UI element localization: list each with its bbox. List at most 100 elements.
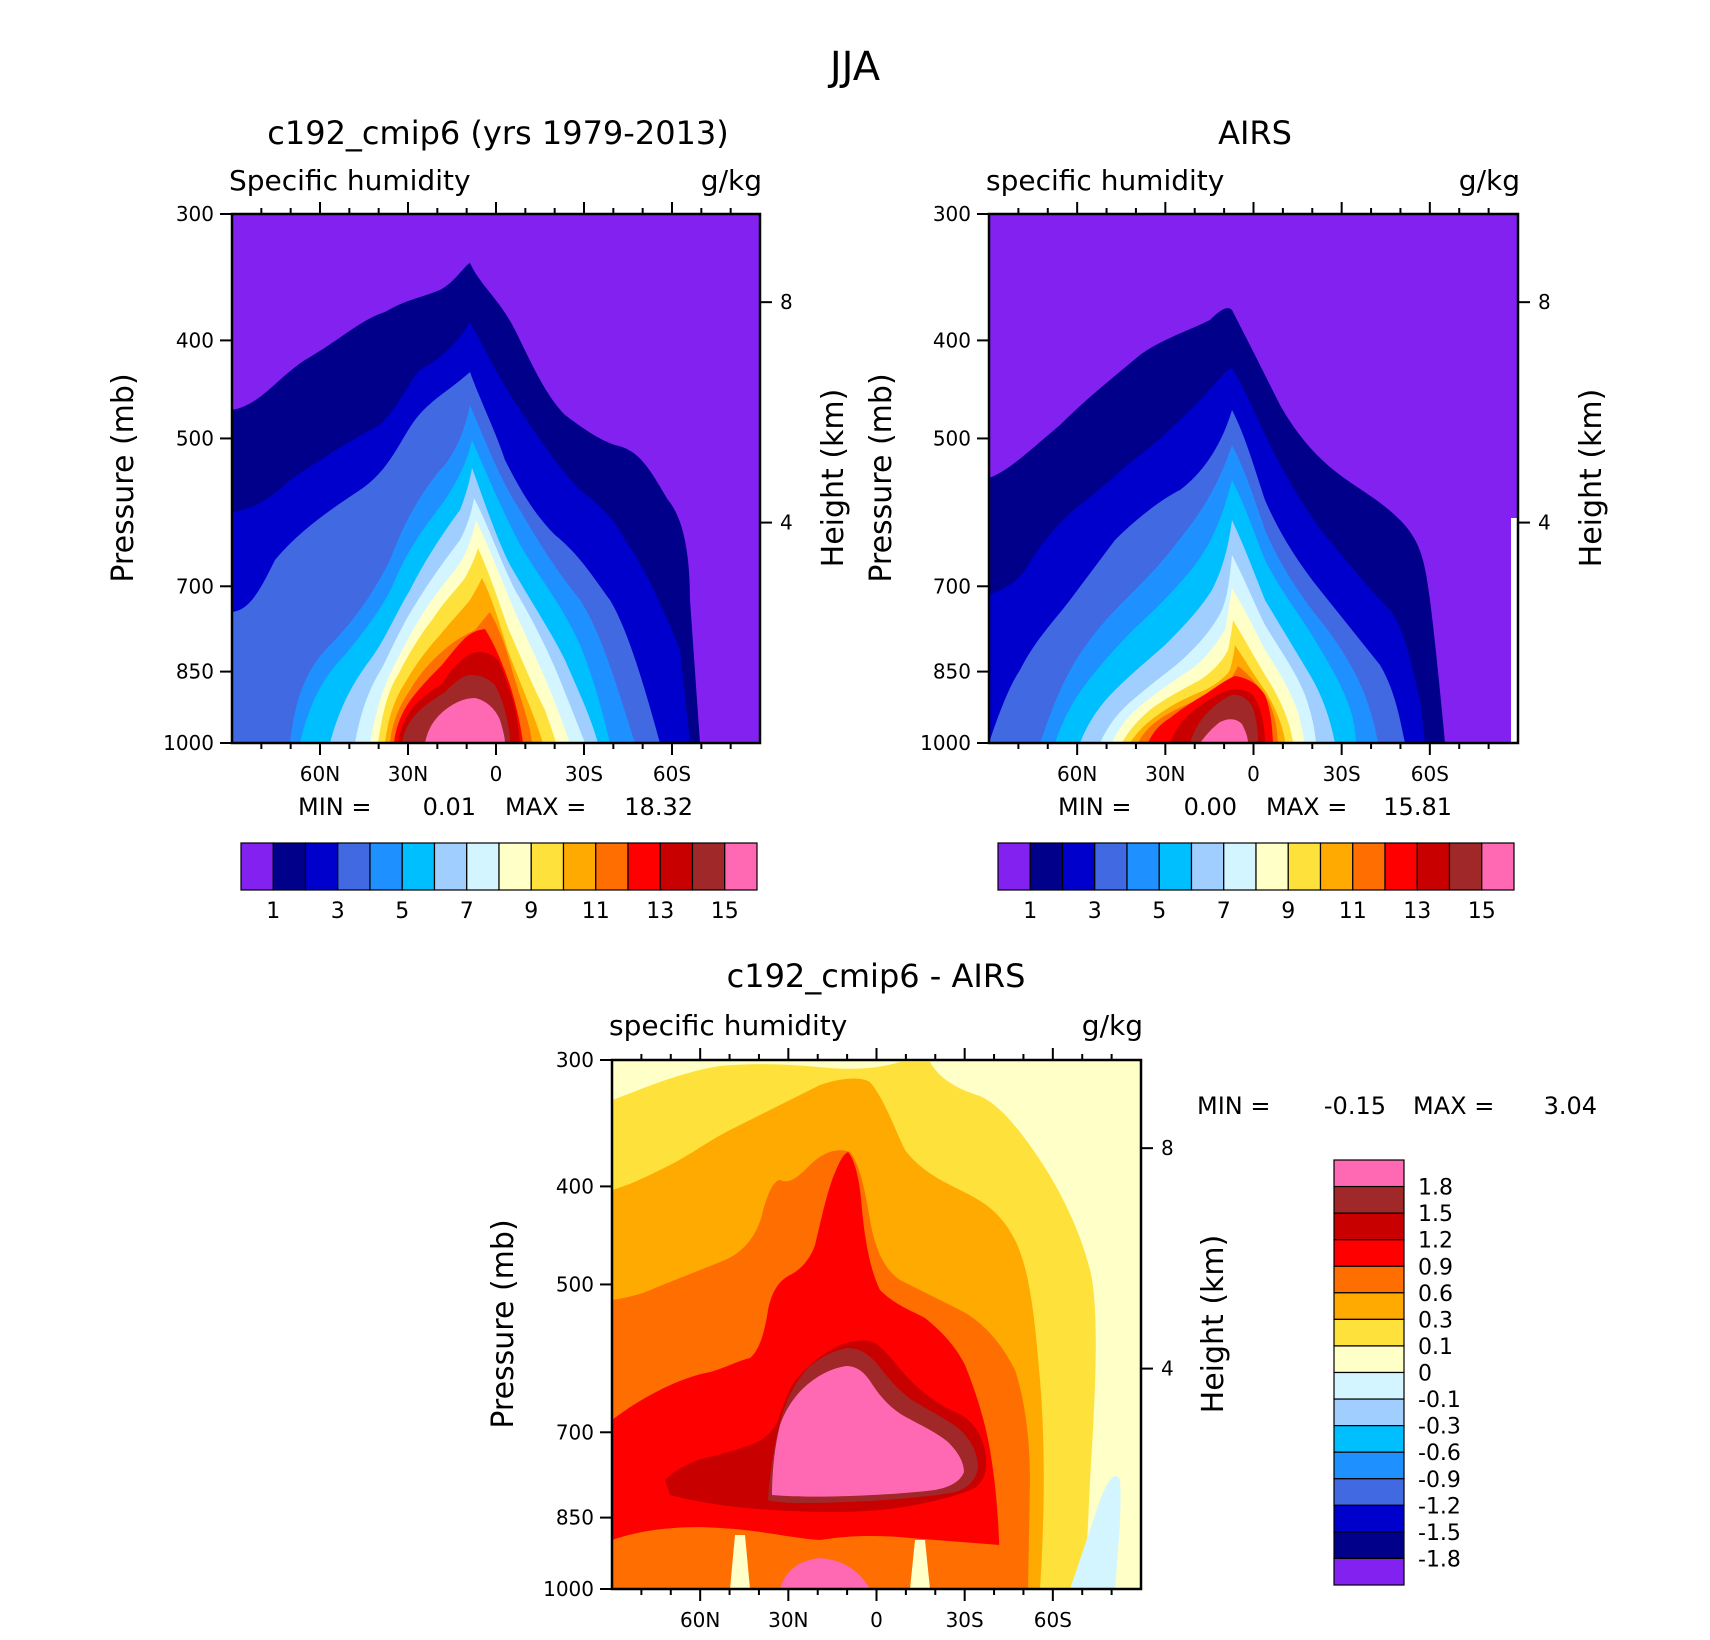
colorbar-swatch bbox=[272, 842, 307, 891]
colorbar-label: 1 bbox=[266, 899, 280, 924]
colorbar-swatch bbox=[1384, 842, 1418, 891]
colorbar-label: 0.1 bbox=[1418, 1335, 1453, 1360]
panel-airs-max-label: MAX = bbox=[1266, 793, 1347, 821]
colorbar-label: -0.6 bbox=[1418, 1441, 1461, 1466]
panel-model-top-ticks bbox=[260, 202, 732, 214]
panel-diff-ylabel: Pressure (mb) bbox=[486, 1219, 521, 1428]
contour-band-10 bbox=[910, 1540, 930, 1589]
panel-airs-min-label: MIN = bbox=[1058, 793, 1131, 821]
colorbar-swatch bbox=[1333, 1345, 1405, 1374]
y-tick-label: 850 bbox=[556, 1506, 594, 1530]
colorbar-label: 15 bbox=[711, 899, 739, 924]
panel-model-title: c192_cmip6 (yrs 1979-2013) bbox=[267, 114, 729, 152]
panel-airs-units: g/kg bbox=[1459, 164, 1520, 197]
colorbar-swatch bbox=[240, 842, 274, 891]
y2-tick-label: 4 bbox=[780, 511, 793, 535]
colorbar-label: 0.3 bbox=[1418, 1308, 1453, 1333]
panel-airs-title: AIRS bbox=[1218, 114, 1292, 152]
panel-diff-x-axis: 60N 30N 0 30S 60S bbox=[640, 1589, 1113, 1632]
panel-airs-y-axis: 300 400 500 700 850 1000 bbox=[920, 202, 989, 755]
colorbar-label: 3 bbox=[1088, 899, 1102, 924]
y-tick-label: 850 bbox=[176, 660, 214, 684]
panel-model-colorbar: 1 3 5 7 9 11 13 15 bbox=[240, 842, 758, 924]
contour-band-12 bbox=[1070, 1476, 1121, 1589]
panel-airs-min-value: 0.00 bbox=[1184, 793, 1237, 821]
panel-airs-y2-axis: 84 bbox=[1518, 290, 1551, 535]
panel-airs-x-axis: 60N 30N 0 30S 60S bbox=[1017, 743, 1490, 786]
panel-diff-y2label: Height (km) bbox=[1196, 1235, 1231, 1414]
y-tick-label: 500 bbox=[933, 426, 971, 450]
y-tick-label: 700 bbox=[176, 574, 214, 598]
colorbar-swatch bbox=[1319, 842, 1354, 891]
panel-airs-colorbar: 1 3 5 7 9 11 13 15 bbox=[997, 842, 1515, 924]
colorbar-label: 1.5 bbox=[1418, 1202, 1453, 1227]
colorbar-swatch bbox=[1333, 1292, 1405, 1320]
contour-band-9 bbox=[780, 1558, 870, 1589]
y-tick-label: 700 bbox=[933, 574, 971, 598]
colorbar-swatch bbox=[1287, 842, 1322, 891]
x-tick-label: 60N bbox=[300, 762, 340, 786]
panel-model-variable: Specific humidity bbox=[229, 164, 471, 197]
y2-tick-label: 8 bbox=[780, 290, 793, 314]
colorbar-label: -0.3 bbox=[1418, 1415, 1461, 1440]
y-tick-label: 400 bbox=[556, 1174, 594, 1198]
x-tick-label: 30S bbox=[565, 762, 603, 786]
panel-airs-field bbox=[989, 214, 1518, 743]
x-tick-label: 60S bbox=[653, 762, 691, 786]
colorbar-swatch bbox=[1255, 842, 1289, 891]
y2-tick-label: 8 bbox=[1538, 290, 1551, 314]
colorbar-swatch bbox=[1333, 1185, 1405, 1214]
colorbar-swatch bbox=[401, 842, 436, 891]
contour-band-11 bbox=[730, 1535, 750, 1589]
colorbar-label: 11 bbox=[1339, 899, 1367, 924]
colorbar-label: -1.2 bbox=[1418, 1494, 1461, 1519]
missing-data-strip bbox=[1511, 518, 1518, 743]
panel-model-x-axis: 60N 30N 0 30S 60S bbox=[260, 743, 732, 786]
panel-diff-units: g/kg bbox=[1082, 1009, 1143, 1042]
colorbar-swatch bbox=[724, 842, 758, 891]
y-tick-label: 300 bbox=[933, 202, 971, 226]
colorbar-swatch bbox=[1190, 842, 1225, 891]
panel-model-units: g/kg bbox=[701, 164, 762, 197]
panel-diff-variable: specific humidity bbox=[609, 1009, 847, 1042]
x-tick-label: 60N bbox=[1057, 762, 1097, 786]
colorbar-label: 1 bbox=[1023, 899, 1037, 924]
y-tick-label: 1000 bbox=[543, 1577, 594, 1601]
colorbar-swatch bbox=[1333, 1212, 1405, 1241]
colorbar-swatch bbox=[1333, 1318, 1405, 1347]
colorbar-swatch bbox=[1333, 1159, 1405, 1188]
colorbar-swatch bbox=[1333, 1398, 1405, 1427]
panel-model-field bbox=[232, 214, 760, 743]
colorbar-swatch bbox=[1158, 842, 1193, 891]
colorbar-swatch bbox=[1416, 842, 1451, 891]
colorbar-label: 0 bbox=[1418, 1362, 1432, 1387]
colorbar-label: 13 bbox=[646, 899, 674, 924]
colorbar-swatch bbox=[1333, 1504, 1405, 1533]
colorbar-swatch bbox=[466, 842, 500, 891]
colorbar-label: 0.9 bbox=[1418, 1255, 1453, 1280]
colorbar-swatch bbox=[1223, 842, 1257, 891]
x-tick-label: 30S bbox=[1323, 762, 1361, 786]
y2-tick-label: 8 bbox=[1161, 1136, 1174, 1160]
contour-band-7 bbox=[772, 1366, 964, 1497]
y-tick-label: 400 bbox=[176, 328, 214, 352]
y-tick-label: 300 bbox=[176, 202, 214, 226]
colorbar-swatch bbox=[337, 842, 371, 891]
x-tick-label: 0 bbox=[1247, 762, 1260, 786]
colorbar-swatch bbox=[369, 842, 403, 891]
x-tick-label: 60S bbox=[1034, 1608, 1072, 1632]
panel-airs: AIRS specific humidity g/kg 300400500700… bbox=[864, 114, 1609, 924]
colorbar-swatch bbox=[1126, 842, 1160, 891]
colorbar-label: 9 bbox=[524, 899, 538, 924]
colorbar-swatch bbox=[1481, 842, 1515, 891]
colorbar-swatch bbox=[498, 842, 532, 891]
contour-band-15 bbox=[425, 698, 505, 743]
panel-airs-max-value: 15.81 bbox=[1383, 793, 1452, 821]
x-tick-label: 30N bbox=[1145, 762, 1185, 786]
page-title: JJA bbox=[827, 44, 881, 90]
colorbar-label: -0.1 bbox=[1418, 1388, 1461, 1413]
panel-model-y-axis: 300 400 500 700 850 1000 bbox=[163, 202, 232, 755]
panel-diff-min-value: -0.15 bbox=[1324, 1092, 1386, 1120]
